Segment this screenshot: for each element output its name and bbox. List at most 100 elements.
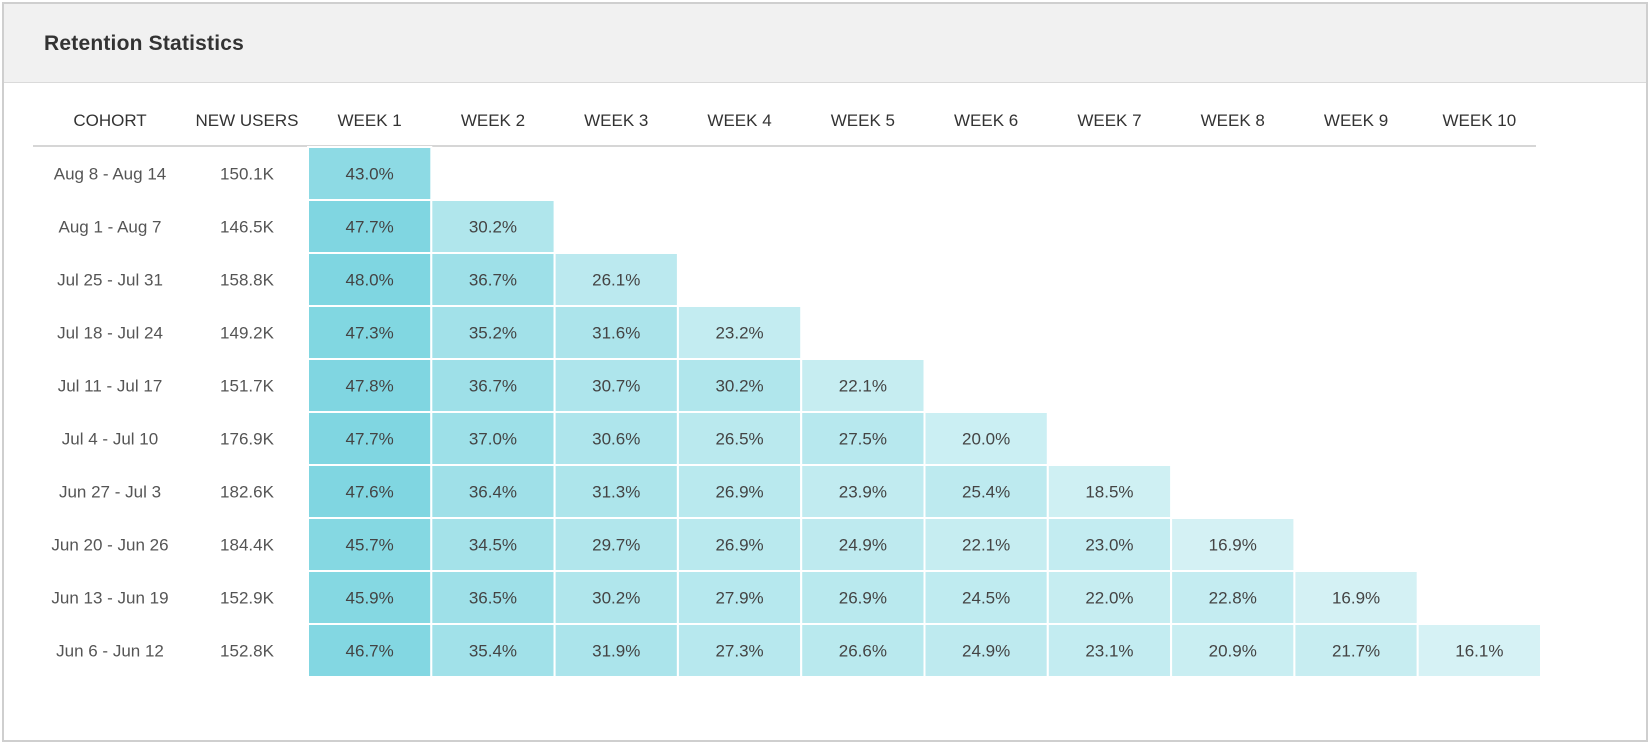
- column-header-week-8: WEEK 8: [1201, 111, 1265, 130]
- heatmap-cell: [923, 623, 1049, 678]
- cell-value-label: 47.6%: [346, 483, 394, 502]
- heatmap-cell: [676, 570, 803, 625]
- heatmap-cell: [1046, 623, 1173, 678]
- cell-value-label: 43.0%: [346, 165, 394, 184]
- heatmap-cell: [430, 252, 556, 307]
- cell-value-label: 31.9%: [592, 642, 640, 661]
- cohort-label: Aug 8 - Aug 14: [54, 165, 166, 184]
- heatmap-cell: [923, 411, 1049, 466]
- heatmap-cell: [553, 305, 679, 360]
- cell-value-label: 24.9%: [839, 536, 887, 555]
- cohort-label: Jun 6 - Jun 12: [56, 642, 164, 661]
- new-users-value: 152.8K: [220, 642, 275, 661]
- column-header-week-10: WEEK 10: [1442, 111, 1516, 130]
- cell-value-label: 30.2%: [592, 589, 640, 608]
- cell-value-label: 22.0%: [1085, 589, 1133, 608]
- heatmap-cell: [1170, 570, 1296, 625]
- cell-value-label: 27.9%: [715, 589, 763, 608]
- cell-value-label: 24.9%: [962, 642, 1010, 661]
- heatmap-cell: [1170, 517, 1296, 572]
- new-users-value: 158.8K: [220, 271, 275, 290]
- cell-value-label: 16.9%: [1209, 536, 1257, 555]
- cell-value-label: 47.3%: [346, 324, 394, 343]
- column-header-cohort: COHORT: [73, 111, 146, 130]
- heatmap-cell: [307, 623, 433, 678]
- cell-value-label: 30.7%: [592, 377, 640, 396]
- heatmap-cell: [923, 517, 1049, 572]
- cell-value-label: 48.0%: [346, 271, 394, 290]
- heatmap-cell: [553, 358, 679, 413]
- cell-value-label: 20.9%: [1209, 642, 1257, 661]
- cohort-label: Jul 18 - Jul 24: [57, 324, 163, 343]
- cohort-label: Jul 25 - Jul 31: [57, 271, 163, 290]
- new-users-value: 146.5K: [220, 218, 275, 237]
- cell-value-label: 31.6%: [592, 324, 640, 343]
- cohort-label: Jun 20 - Jun 26: [51, 536, 168, 555]
- cell-value-label: 45.7%: [346, 536, 394, 555]
- new-users-value: 182.6K: [220, 483, 275, 502]
- heatmap-cell: [1170, 623, 1296, 678]
- column-header-week-9: WEEK 9: [1324, 111, 1388, 130]
- cell-value-label: 36.4%: [469, 483, 517, 502]
- heatmap-cell: [1416, 623, 1542, 678]
- cell-value-label: 23.0%: [1085, 536, 1133, 555]
- cell-value-label: 27.5%: [839, 430, 887, 449]
- heatmap-cell: [800, 358, 926, 413]
- cell-value-label: 26.1%: [592, 271, 640, 290]
- heatmap-cell: [430, 358, 556, 413]
- cell-value-label: 16.9%: [1332, 589, 1380, 608]
- heatmap-cell: [430, 411, 556, 466]
- new-users-value: 152.9K: [220, 589, 275, 608]
- cell-value-label: 47.7%: [346, 430, 394, 449]
- cell-value-label: 22.1%: [839, 377, 887, 396]
- heatmap-cell: [800, 464, 926, 519]
- heatmap-cell: [1046, 517, 1173, 572]
- cohort-label: Jul 4 - Jul 10: [62, 430, 158, 449]
- column-header-week-5: WEEK 5: [831, 111, 895, 130]
- cell-value-label: 30.2%: [469, 218, 517, 237]
- cell-value-label: 45.9%: [346, 589, 394, 608]
- cell-value-label: 35.2%: [469, 324, 517, 343]
- heatmap-cell: [307, 570, 433, 625]
- cell-value-label: 26.6%: [839, 642, 887, 661]
- heatmap-cell: [553, 570, 679, 625]
- column-header-week-1: WEEK 1: [338, 111, 402, 130]
- cell-value-label: 30.6%: [592, 430, 640, 449]
- new-users-value: 176.9K: [220, 430, 275, 449]
- cell-value-label: 27.3%: [715, 642, 763, 661]
- heatmap-cell: [553, 252, 679, 307]
- column-header-week-3: WEEK 3: [584, 111, 648, 130]
- heatmap-cell: [800, 570, 926, 625]
- cell-value-label: 18.5%: [1085, 483, 1133, 502]
- heatmap-cell: [307, 146, 433, 201]
- heatmap-cell: [1293, 623, 1419, 678]
- heatmap-cell: [307, 517, 433, 572]
- new-users-value: 149.2K: [220, 324, 275, 343]
- column-header-week-7: WEEK 7: [1077, 111, 1141, 130]
- cell-value-label: 25.4%: [962, 483, 1010, 502]
- heatmap-cell: [676, 517, 803, 572]
- cell-value-label: 30.2%: [715, 377, 763, 396]
- cohort-label: Jul 11 - Jul 17: [58, 377, 163, 396]
- cohort-label: Jun 27 - Jul 3: [59, 483, 161, 502]
- heatmap-cell: [923, 464, 1049, 519]
- column-header-week-4: WEEK 4: [707, 111, 771, 130]
- cell-value-label: 47.7%: [346, 218, 394, 237]
- column-header-new-users: NEW USERS: [196, 111, 299, 130]
- heatmap-cell: [307, 411, 433, 466]
- cell-value-label: 31.3%: [592, 483, 640, 502]
- cell-value-label: 26.5%: [715, 430, 763, 449]
- cell-value-label: 16.1%: [1455, 642, 1503, 661]
- cell-value-label: 22.1%: [962, 536, 1010, 555]
- cell-value-label: 35.4%: [469, 642, 517, 661]
- new-users-value: 151.7K: [220, 377, 275, 396]
- cell-value-label: 36.7%: [469, 377, 517, 396]
- cell-value-label: 23.9%: [839, 483, 887, 502]
- cell-value-label: 36.7%: [469, 271, 517, 290]
- panel-header: Retention Statistics: [4, 4, 1646, 83]
- cell-value-label: 20.0%: [962, 430, 1010, 449]
- cell-value-label: 23.1%: [1085, 642, 1133, 661]
- cell-value-label: 29.7%: [592, 536, 640, 555]
- heatmap-cell: [307, 252, 433, 307]
